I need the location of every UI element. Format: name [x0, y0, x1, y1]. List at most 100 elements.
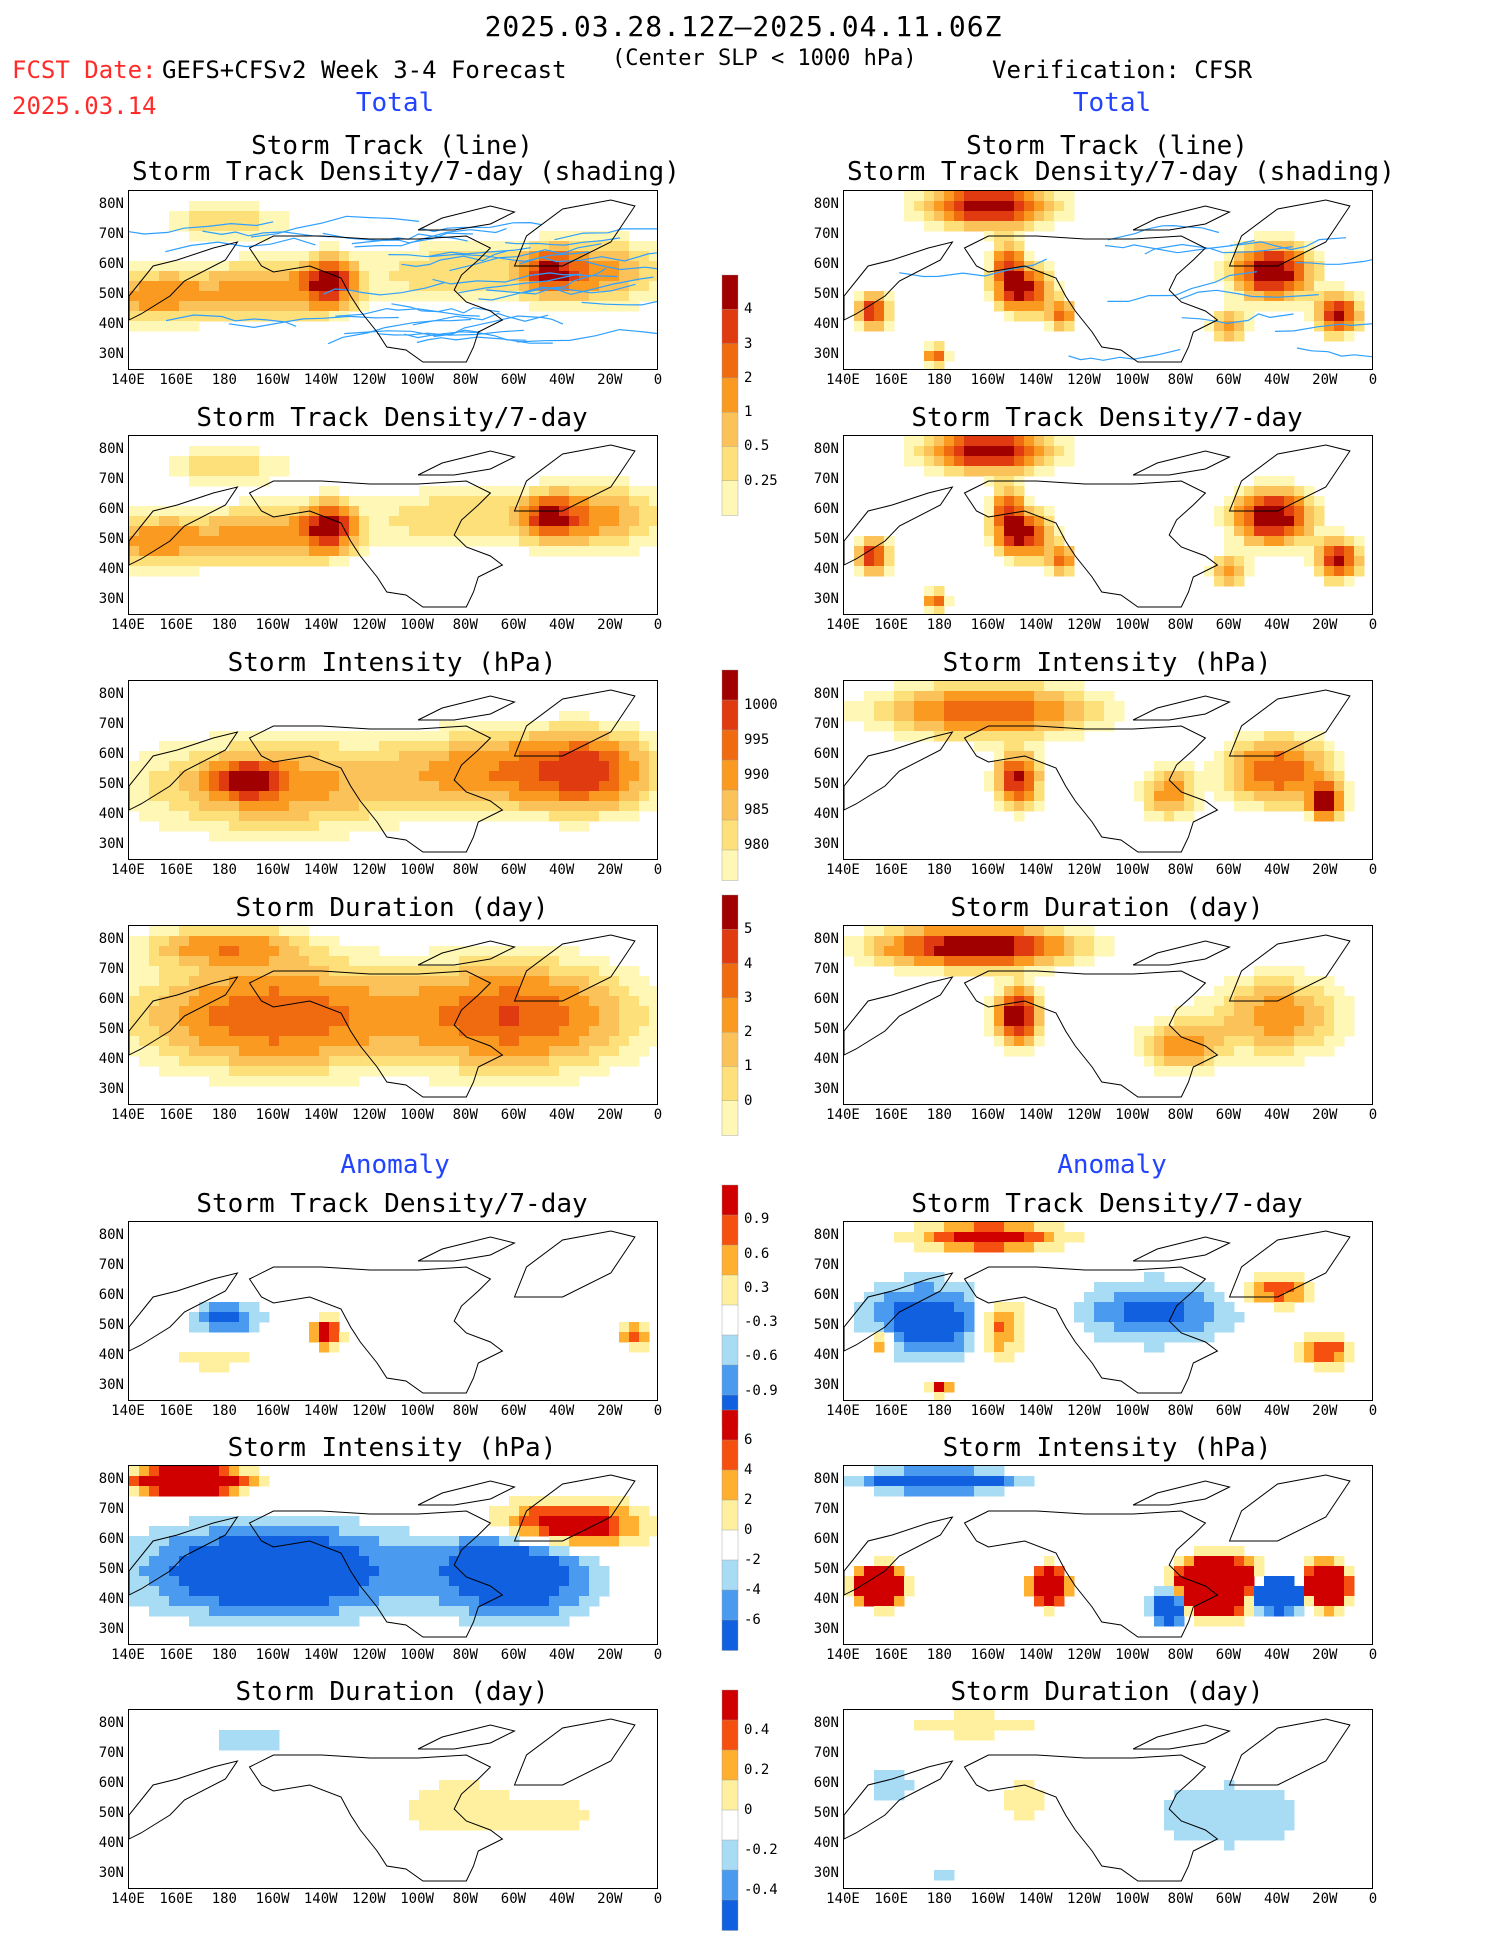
heat-cell: [1304, 1596, 1315, 1607]
lon-tick-label: 140W: [303, 1647, 338, 1663]
heat-cell: [944, 466, 955, 477]
heat-cell: [589, 1506, 600, 1517]
heat-cell: [179, 821, 190, 832]
heat-cell: [299, 1036, 310, 1047]
lon-tick-label: 160E: [159, 1107, 194, 1123]
lat-tick-label: 70N: [813, 716, 839, 732]
heat-cell: [1104, 1302, 1115, 1313]
heat-cell: [1024, 761, 1035, 772]
heat-cell: [984, 221, 995, 232]
heat-cell: [259, 1596, 270, 1607]
heat-cell: [1014, 526, 1025, 537]
heat-cell: [129, 1046, 140, 1057]
heat-cell: [359, 771, 370, 782]
heat-cell: [1144, 811, 1155, 822]
heat-cell: [629, 1016, 640, 1027]
heat-cell: [369, 996, 380, 1007]
heat-cell: [169, 1056, 180, 1067]
coastline: [844, 1516, 954, 1596]
heat-cell: [249, 516, 260, 527]
heat-cell: [994, 751, 1005, 762]
heat-cell: [629, 976, 640, 987]
heat-cell: [924, 446, 935, 457]
heat-cell: [1234, 486, 1245, 497]
heat-cell: [239, 1616, 250, 1627]
heat-cell: [549, 1036, 560, 1047]
heat-cell: [639, 281, 650, 292]
heat-cell: [279, 466, 290, 477]
heat-cell: [1244, 526, 1255, 537]
heat-cell: [349, 966, 360, 977]
heat-cell: [1234, 1006, 1245, 1017]
heat-cell: [219, 201, 230, 212]
coastline: [129, 976, 239, 1056]
heat-cell: [1034, 1576, 1045, 1587]
heat-cell: [924, 586, 935, 597]
heat-cell: [1014, 486, 1025, 497]
heat-cell: [179, 986, 190, 997]
heat-cell: [159, 966, 170, 977]
heat-cell: [239, 1302, 250, 1313]
heat-cell: [954, 1282, 965, 1293]
heat-cell: [619, 251, 630, 262]
heat-cell: [1194, 781, 1205, 792]
heat-cell: [1014, 1026, 1025, 1037]
heat-cell: [894, 1342, 905, 1353]
heat-cell: [519, 771, 530, 782]
heat-cell: [1034, 801, 1045, 812]
heat-cell: [389, 1056, 400, 1067]
heat-cell: [914, 1476, 925, 1487]
heat-cell: [149, 781, 160, 792]
heat-cell: [1064, 1232, 1075, 1243]
forecast-anom-duration-map: [129, 1718, 636, 1882]
heat-cell: [964, 1730, 975, 1741]
heat-cell: [1274, 476, 1285, 487]
heat-cell: [169, 791, 180, 802]
heat-cell: [459, 1566, 470, 1577]
heat-cell: [259, 946, 270, 957]
heat-cell: [489, 721, 500, 732]
heat-cell: [1024, 211, 1035, 222]
heat-cell: [499, 536, 510, 547]
heat-cell: [289, 536, 300, 547]
heat-cell: [299, 1576, 310, 1587]
coastline: [1228, 934, 1351, 1002]
heat-cell: [569, 811, 580, 822]
heat-cell: [499, 1006, 510, 1017]
heat-cell: [1034, 536, 1045, 547]
heat-cell: [389, 536, 400, 547]
heat-cell: [1194, 1820, 1205, 1831]
coastline: [417, 1724, 516, 1750]
heat-cell: [1264, 291, 1275, 302]
heat-cell: [199, 996, 210, 1007]
heat-cell: [974, 936, 985, 947]
heat-cell: [1314, 771, 1325, 782]
heat-cell: [1184, 1556, 1195, 1567]
heat-cell: [539, 1006, 550, 1017]
heat-cell: [1004, 701, 1015, 712]
heat-cell: [409, 1556, 420, 1567]
heat-cell: [149, 986, 160, 997]
heat-cell: [1324, 1586, 1335, 1597]
heat-cell: [984, 506, 995, 517]
heat-cell: [389, 821, 400, 832]
heat-cell: [1194, 1066, 1205, 1077]
heat-cell: [974, 456, 985, 467]
heat-cell: [1194, 1312, 1205, 1323]
heat-cell: [339, 946, 350, 957]
heat-cell: [1044, 1222, 1055, 1233]
heat-cell: [419, 1556, 430, 1567]
heat-cell: [1274, 506, 1285, 517]
heat-cell: [964, 956, 975, 967]
heat-cell: [199, 1066, 210, 1077]
heat-cell: [159, 1066, 170, 1077]
heat-cell: [309, 976, 320, 987]
heat-cell: [519, 1596, 530, 1607]
heat-cell: [1084, 701, 1095, 712]
heat-cell: [1014, 771, 1025, 782]
heat-cell: [479, 771, 490, 782]
heat-cell: [559, 741, 570, 752]
heat-cell: [1194, 1586, 1205, 1597]
heat-cell: [139, 1466, 150, 1477]
heat-cell: [349, 546, 360, 557]
